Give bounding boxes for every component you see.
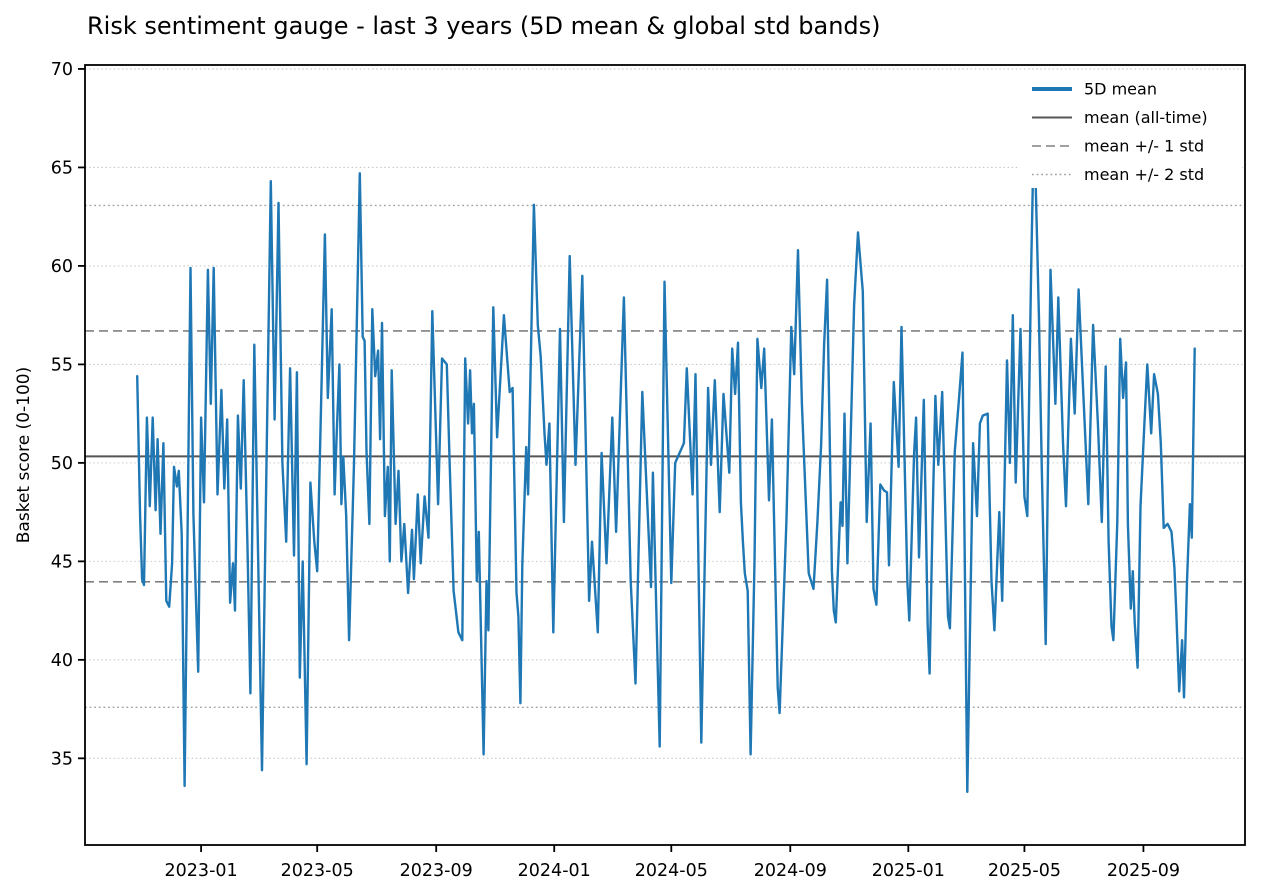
legend: 5D mean mean (all-time) mean +/- 1 std mean… [1020,72,1242,188]
legend-item: 5D mean [1032,80,1157,99]
y-tick-label: 60 [51,257,73,277]
x-tick-label: 2024-05 [635,861,708,881]
legend-label: mean (all-time) [1084,108,1208,127]
legend-label: 5D mean [1084,80,1157,99]
y-tick-label: 65 [51,158,73,178]
axes-spines [84,64,1246,846]
x-tick-label: 2025-05 [988,861,1061,881]
series-5d-mean-line [136,117,1196,793]
x-tick-label: 2023-09 [400,861,473,881]
y-tick-label: 45 [51,552,73,572]
legend-label: mean +/- 2 std [1084,165,1204,184]
y-tick-label: 35 [51,749,73,769]
chart-title: Risk sentiment gauge - last 3 years (5D … [87,12,881,40]
x-tick-label: 2024-01 [518,861,591,881]
x-tick-label: 2023-05 [281,861,354,881]
y-tick-label: 50 [51,454,73,474]
legend-item: mean (all-time) [1032,108,1208,127]
x-tick-label: 2024-09 [754,861,827,881]
x-tick-label: 2025-01 [872,861,945,881]
y-tick-label: 70 [51,60,73,80]
legend-label: mean +/- 1 std [1084,137,1204,156]
y-tick-label: 55 [51,355,73,375]
x-tick-label: 2025-09 [1107,861,1180,881]
y-tick-label: 40 [51,651,73,671]
legend-item: mean +/- 1 std [1032,137,1204,156]
legend-background [1020,72,1242,188]
legend-item: mean +/- 2 std [1032,165,1204,184]
x-tick-label: 2023-01 [165,861,238,881]
